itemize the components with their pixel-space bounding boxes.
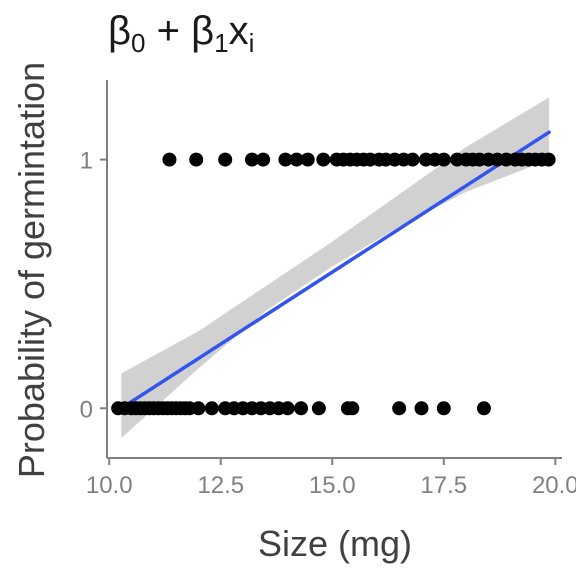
points-layer xyxy=(111,152,556,416)
fit-line xyxy=(119,130,551,411)
data-point xyxy=(436,401,451,416)
title-subscript-0: 0 xyxy=(131,28,145,58)
data-point xyxy=(204,401,219,416)
x-axis-title: Size (mg) xyxy=(258,523,412,564)
data-point xyxy=(316,152,331,167)
title-subscript-2: 1 xyxy=(214,28,228,58)
title-subscript-3: i xyxy=(249,28,255,58)
data-point xyxy=(436,152,451,167)
confidence-band-layer xyxy=(121,97,550,439)
x-tick-label: 20.0 xyxy=(532,472,576,499)
data-point xyxy=(300,152,315,167)
title-part-1: + xyxy=(145,9,191,53)
data-point xyxy=(189,152,204,167)
data-point xyxy=(280,401,295,416)
axes-layer: 10.0 12.5 15.0 17.5 20.0 0 1 xyxy=(80,80,576,499)
data-point xyxy=(162,152,177,167)
x-tick-label: 10.0 xyxy=(86,472,133,499)
data-point xyxy=(311,401,326,416)
data-point xyxy=(256,152,271,167)
data-point xyxy=(294,401,309,416)
data-point xyxy=(244,152,259,167)
chart-title-text: β0​ + β1​xi​ xyxy=(108,9,254,58)
fit-line-layer xyxy=(119,130,551,411)
title-part-0: β xyxy=(108,9,131,53)
data-point xyxy=(289,152,304,167)
title-part-3: x xyxy=(229,9,249,53)
data-point xyxy=(278,152,293,167)
data-point xyxy=(345,401,360,416)
data-point xyxy=(392,401,407,416)
data-point xyxy=(476,401,491,416)
confidence-band xyxy=(121,97,550,439)
data-point xyxy=(218,152,233,167)
y-axis-title: Probability of germintation xyxy=(11,62,52,478)
x-tick-label: 17.5 xyxy=(420,472,467,499)
data-point xyxy=(541,152,556,167)
chart-title: β0​ + β1​xi​ xyxy=(108,9,254,58)
data-point xyxy=(414,401,429,416)
x-tick-label: 15.0 xyxy=(309,472,356,499)
y-tick-label: 0 xyxy=(80,396,93,423)
title-part-2: β xyxy=(191,9,214,53)
data-point xyxy=(191,401,206,416)
x-tick-label: 12.5 xyxy=(197,472,244,499)
y-tick-label: 1 xyxy=(80,148,93,175)
data-point xyxy=(405,152,420,167)
